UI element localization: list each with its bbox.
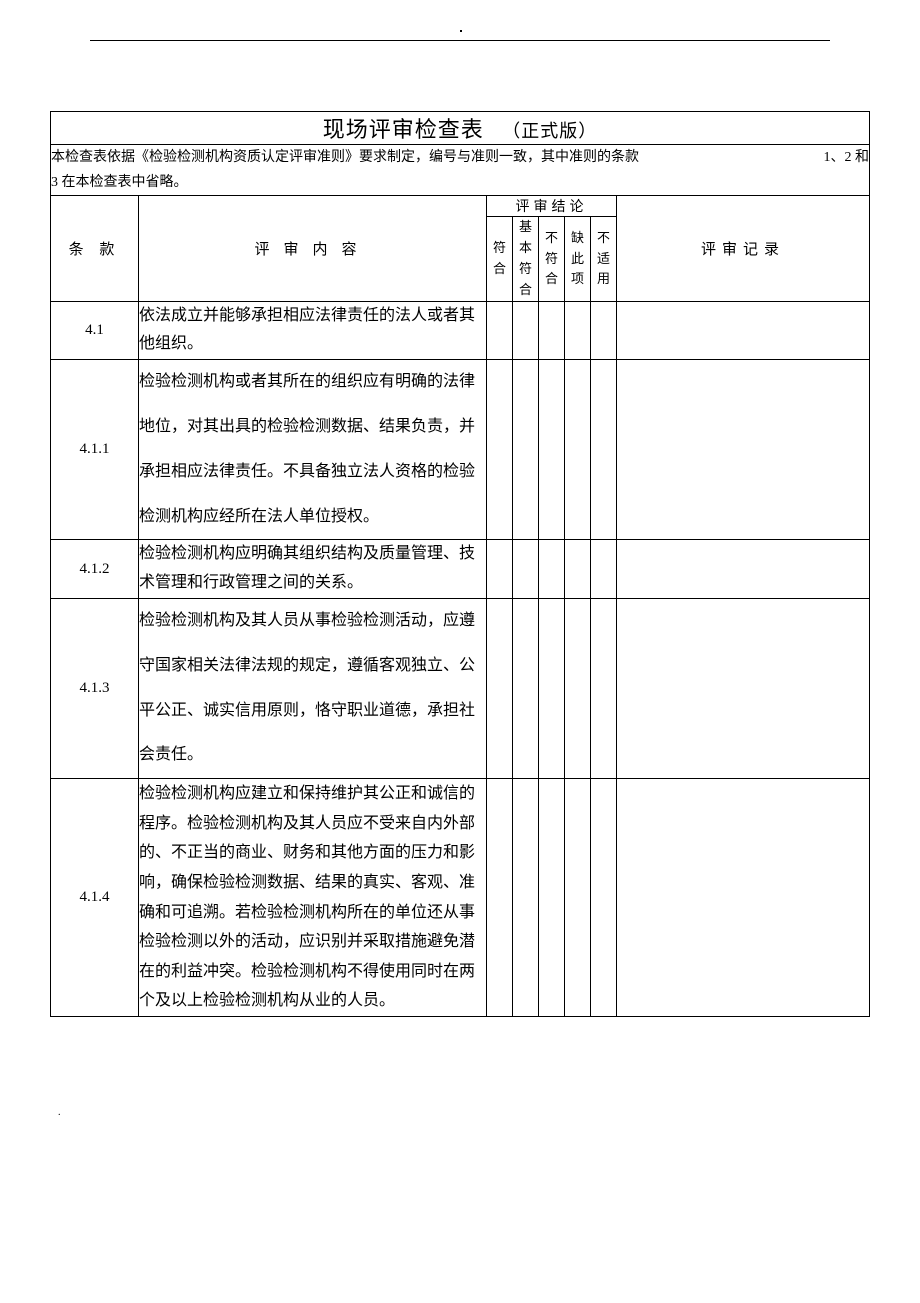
title-main: 现场评审检查表 (323, 117, 484, 142)
title-cell: 现场评审检查表 （正式版） (51, 112, 870, 145)
check-basic-conform[interactable] (513, 301, 539, 360)
header-record: 评审记录 (617, 196, 870, 301)
table-row: 4.1.2 检验检测机构应明确其组织结构及质量管理、技术管理和行政管理之间的关系… (51, 540, 870, 599)
review-record[interactable] (617, 301, 870, 360)
page-header-rule (90, 40, 830, 41)
clause-content: 依法成立并能够承担相应法律责任的法人或者其他组织。 (139, 301, 487, 360)
intro-cell: 本检查表依据《检验检测机构资质认定评审准则》要求制定，编号与准则一致，其中准则的… (51, 145, 870, 196)
check-missing[interactable] (565, 598, 591, 778)
check-missing[interactable] (565, 301, 591, 360)
review-record[interactable] (617, 779, 870, 1017)
header-check-0-text: 符合 (487, 238, 512, 280)
header-check-3: 缺此项 (565, 217, 591, 301)
check-conform[interactable] (487, 598, 513, 778)
check-missing[interactable] (565, 540, 591, 599)
review-record[interactable] (617, 540, 870, 599)
check-conform[interactable] (487, 779, 513, 1017)
header-check-1-text: 基本符合 (513, 217, 538, 300)
header-content: 评审内容 (139, 196, 487, 301)
check-basic-conform[interactable] (513, 360, 539, 540)
clause-content: 检验检测机构及其人员从事检验检测活动，应遵守国家相关法律法规的规定，遵循客观独立… (139, 598, 487, 778)
table-row: 4.1.4 检验检测机构应建立和保持维护其公正和诚信的程序。检验检测机构及其人员… (51, 779, 870, 1017)
check-missing[interactable] (565, 779, 591, 1017)
check-nonconform[interactable] (539, 598, 565, 778)
header-check-2-text: 不符合 (539, 228, 564, 290)
clause-content: 检验检测机构或者其所在的组织应有明确的法律地位，对其出具的检验检测数据、结果负责… (139, 360, 487, 540)
header-check-1: 基本符合 (513, 217, 539, 301)
clause-content: 检验检测机构应建立和保持维护其公正和诚信的程序。检验检测机构及其人员应不受来自内… (139, 779, 487, 1017)
clause-id: 4.1.4 (51, 779, 139, 1017)
title-row: 现场评审检查表 （正式版） (51, 112, 870, 145)
check-basic-conform[interactable] (513, 779, 539, 1017)
check-na[interactable] (591, 301, 617, 360)
check-nonconform[interactable] (539, 540, 565, 599)
footer-mark: . (58, 1107, 870, 1118)
check-na[interactable] (591, 540, 617, 599)
check-nonconform[interactable] (539, 360, 565, 540)
check-nonconform[interactable] (539, 779, 565, 1017)
header-check-4-text: 不适用 (591, 228, 616, 290)
header-conclusion-group: 评审结论 (487, 196, 617, 217)
check-nonconform[interactable] (539, 301, 565, 360)
intro-row: 本检查表依据《检验检测机构资质认定评审准则》要求制定，编号与准则一致，其中准则的… (51, 145, 870, 196)
intro-text-left: 本检查表依据《检验检测机构资质认定评审准则》要求制定，编号与准则一致，其中准则的… (51, 150, 639, 165)
clause-id: 4.1.3 (51, 598, 139, 778)
check-na[interactable] (591, 779, 617, 1017)
review-record[interactable] (617, 598, 870, 778)
table-row: 4.1.3 检验检测机构及其人员从事检验检测活动，应遵守国家相关法律法规的规定，… (51, 598, 870, 778)
intro-text-line2: 3 在本检查表中省略。 (51, 175, 188, 190)
check-na[interactable] (591, 598, 617, 778)
intro-text-right: 1、2 和 (824, 145, 870, 170)
clause-id: 4.1 (51, 301, 139, 360)
header-check-2: 不符合 (539, 217, 565, 301)
review-record[interactable] (617, 360, 870, 540)
table-row: 4.1 依法成立并能够承担相应法律责任的法人或者其他组织。 (51, 301, 870, 360)
check-conform[interactable] (487, 301, 513, 360)
check-conform[interactable] (487, 360, 513, 540)
header-check-4: 不适用 (591, 217, 617, 301)
check-basic-conform[interactable] (513, 540, 539, 599)
clause-id: 4.1.2 (51, 540, 139, 599)
header-center-dot (460, 30, 462, 32)
header-clause: 条 款 (51, 196, 139, 301)
header-row-1: 条 款 评审内容 评审结论 评审记录 (51, 196, 870, 217)
checklist-table: 现场评审检查表 （正式版） 本检查表依据《检验检测机构资质认定评审准则》要求制定… (50, 111, 870, 1017)
check-basic-conform[interactable] (513, 598, 539, 778)
check-conform[interactable] (487, 540, 513, 599)
clause-id: 4.1.1 (51, 360, 139, 540)
clause-content: 检验检测机构应明确其组织结构及质量管理、技术管理和行政管理之间的关系。 (139, 540, 487, 599)
table-row: 4.1.1 检验检测机构或者其所在的组织应有明确的法律地位，对其出具的检验检测数… (51, 360, 870, 540)
check-missing[interactable] (565, 360, 591, 540)
check-na[interactable] (591, 360, 617, 540)
header-check-0: 符合 (487, 217, 513, 301)
header-check-3-text: 缺此项 (565, 228, 590, 290)
title-suffix: （正式版） (502, 121, 597, 141)
